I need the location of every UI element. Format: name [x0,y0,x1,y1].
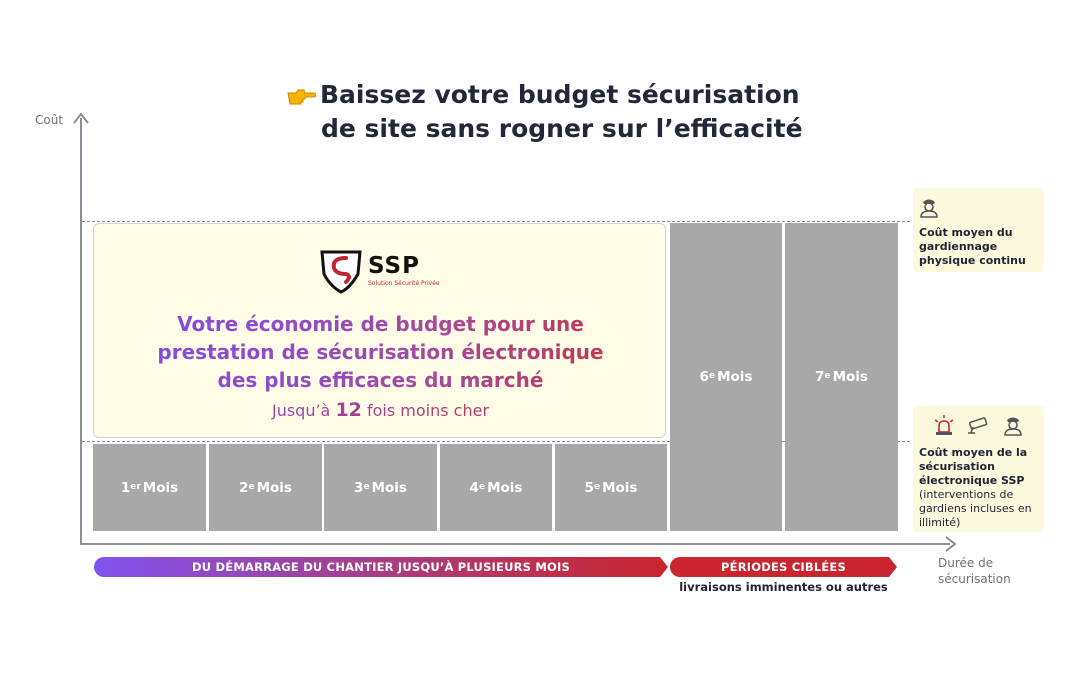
pointing-hand-icon [287,89,316,105]
targeted-period-subtitle: livraisons imminentes ou autres [679,580,888,594]
month-bar-6: 6 e Mois [670,223,782,531]
logo-text: SSP [368,253,420,279]
electronic-security-cost-line [82,441,910,442]
title-line-2: de site sans rogner sur l’efficacité [321,114,803,143]
savings-subline: Jusqu’à 12 fois moins cher [94,399,667,421]
month-bar-1: 1 er Mois [93,444,206,531]
y-axis [80,118,82,545]
electronic-security-text: Coût moyen de la sécurisation électroniq… [919,446,1032,529]
x-axis-arrow-icon [945,536,957,552]
alarm-siren-icon [934,415,954,435]
ssp-shield-icon [320,250,362,294]
targeted-period-band: PÉRIODES CIBLÉES [670,557,897,577]
electronic-security-note: Coût moyen de la sécurisation électroniq… [913,406,1044,532]
physical-guarding-text: Coût moyen du gardiennage physique conti… [919,226,1026,267]
security-guard-icon [920,199,938,218]
title-line-1: Baissez votre budget sécurisation [320,80,800,109]
month-bar-7: 7 e Mois [785,223,898,531]
security-camera-icon [968,417,988,434]
month-bar-3: 3 e Mois [324,444,437,531]
y-axis-label: Coût [35,113,64,127]
savings-headline: Votre économie de budget pour une presta… [94,310,667,394]
month-bar-5: 5 e Mois [555,444,667,531]
physical-guarding-cost-line [82,221,910,222]
savings-box: SSP Solution Sécurité Privée Votre écono… [93,223,666,438]
month-bar-2: 2 e Mois [209,444,322,531]
initial-period-band: DU DÉMARRAGE DU CHANTIER JUSQU’À PLUSIEU… [94,557,668,577]
ssp-logo: SSP Solution Sécurité Privée [320,248,450,294]
x-axis [80,543,950,545]
x-axis-label: Durée de sécurisation [938,556,1011,586]
y-axis-arrow-icon [73,112,89,124]
physical-guarding-note: Coût moyen du gardiennage physique conti… [913,188,1044,272]
logo-tagline: Solution Sécurité Privée [368,280,440,287]
month-bar-4: 4 e Mois [440,444,552,531]
security-guard-icon [1004,417,1022,436]
